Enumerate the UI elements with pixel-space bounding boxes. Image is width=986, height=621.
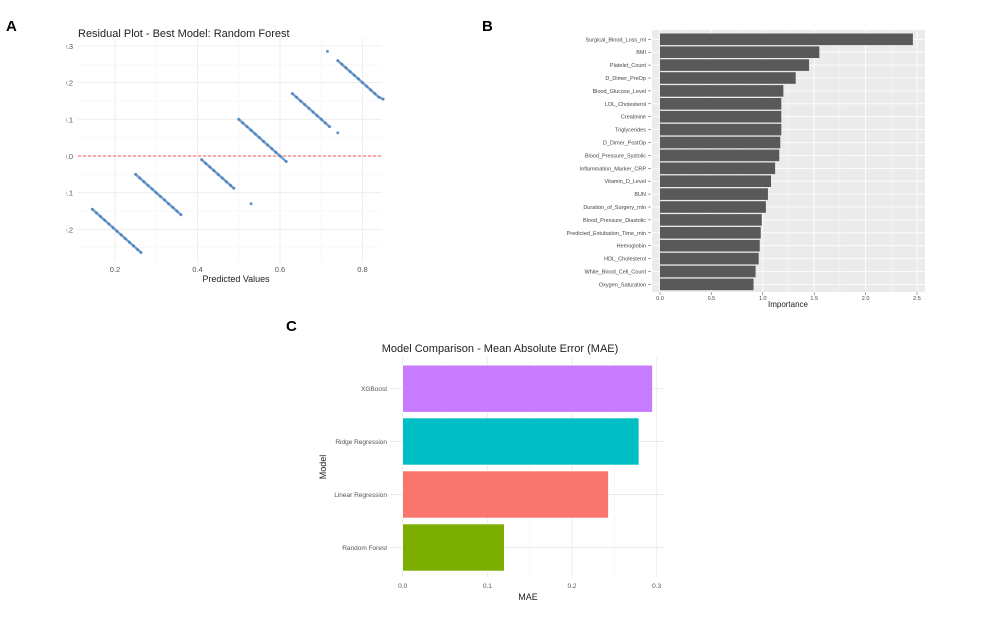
feature-label: Platelet_Count xyxy=(610,63,647,69)
residual-plot: Residual Plot - Best Model: Random Fores… xyxy=(60,28,385,284)
mae-bar xyxy=(402,364,653,413)
importance-xlabel: Importance xyxy=(768,300,809,309)
importance-bar xyxy=(660,33,913,46)
x-tick-label: 0.8 xyxy=(357,265,367,274)
feature-label: Triglycerides xyxy=(615,128,646,134)
importance-bar xyxy=(660,162,776,175)
residual-point-run xyxy=(229,184,236,190)
feature-label: Oxygen_Saturation xyxy=(599,282,646,288)
feature-label: BMI xyxy=(636,50,646,56)
y-tick-label: -0.1 xyxy=(60,189,73,198)
model-comparison-ylabel: Model xyxy=(318,455,328,480)
x-tick-label: 1.5 xyxy=(810,296,818,302)
feature-label: Surgical_Blood_Loss_ml xyxy=(585,37,646,43)
importance-bar xyxy=(660,227,761,239)
importance-bar xyxy=(660,59,810,71)
importance-bar xyxy=(660,149,780,162)
importance-bar xyxy=(660,265,756,278)
residual-point xyxy=(336,131,340,135)
model-label: XGBoost xyxy=(361,386,387,393)
feature-label: LDL_Cholesterol xyxy=(605,102,646,108)
importance-bar xyxy=(660,85,784,97)
importance-bar xyxy=(660,123,782,136)
importance-bar xyxy=(660,98,782,110)
x-tick-label: 0.3 xyxy=(652,583,661,590)
y-tick-labels: 0.3 0.2 0.1 0.0 -0.1 -0.2 xyxy=(60,42,73,234)
feature-label: Blood_Pressure_Systolic xyxy=(585,153,646,159)
residual-point-run xyxy=(136,248,143,254)
y-tick-label: 0.2 xyxy=(63,79,73,88)
feature-label: Blood_Pressure_Diastolic xyxy=(583,218,646,224)
residual-plot-title: Residual Plot - Best Model: Random Fores… xyxy=(78,28,290,40)
feature-label: Duration_of_Surgery_min xyxy=(583,205,646,211)
model-comparison-title: Model Comparison - Mean Absolute Error (… xyxy=(382,343,619,355)
x-tick-label: 0.2 xyxy=(568,583,577,590)
feature-label: HDL_Cholesterol xyxy=(604,257,646,263)
importance-bar xyxy=(660,136,781,149)
feature-label: D_Dimer_PostOp xyxy=(603,141,646,147)
residual-point-run xyxy=(377,96,385,101)
x-tick-label: 0.5 xyxy=(708,296,716,302)
feature-label: Predicted_Extubation_Time_min xyxy=(567,231,646,237)
importance-bar xyxy=(660,278,754,291)
x-tick-label: 0.6 xyxy=(275,265,285,274)
x-tick-label: 0.1 xyxy=(483,583,492,590)
residual-point-run xyxy=(324,121,331,128)
feature-label: Inflammation_Marker_CRP xyxy=(580,166,647,172)
model-label: Linear Regression xyxy=(334,492,387,499)
model-comparison-xlabel: MAE xyxy=(518,592,538,602)
mae-bar xyxy=(402,470,609,519)
y-tick-label: 0.3 xyxy=(63,42,73,51)
feature-importance-plot: Surgical_Blood_Loss_ml BMI Platelet_Count D… xyxy=(567,30,925,309)
importance-bar xyxy=(660,188,768,200)
panel-label-c: C xyxy=(286,318,297,335)
residual-point xyxy=(249,202,253,206)
feature-label: BUN xyxy=(634,192,646,198)
model-label: Ridge Regression xyxy=(335,439,387,446)
y-tick-label: 0.0 xyxy=(63,152,73,161)
panel-label-a: A xyxy=(6,18,17,35)
mae-bar xyxy=(402,523,505,572)
x-tick-label: 2.0 xyxy=(862,296,870,302)
residual-plot-xlabel: Predicted Values xyxy=(202,274,270,284)
feature-label: Creatinine xyxy=(621,115,646,121)
residual-point-run xyxy=(175,209,183,216)
importance-bar xyxy=(660,175,772,187)
importance-bar xyxy=(660,214,762,226)
model-comparison-plot: Model Comparison - Mean Absolute Error (… xyxy=(318,343,665,602)
x-tick-label: 0.0 xyxy=(656,296,664,302)
feature-label: Vitamin_D_Level xyxy=(605,179,646,185)
residual-point xyxy=(325,49,329,53)
importance-bar xyxy=(660,252,759,265)
x-tick-label: 0.0 xyxy=(398,583,407,590)
importance-bar xyxy=(660,110,782,123)
mae-bar xyxy=(402,417,640,466)
x-tick-label: 1.0 xyxy=(759,296,767,302)
feature-label: Hemoglobin xyxy=(617,244,646,250)
y-tick-label: -0.2 xyxy=(60,225,73,234)
importance-bar xyxy=(660,201,766,213)
feature-label: White_Blood_Cell_Count xyxy=(585,270,647,276)
feature-label: Blood_Glucose_Level xyxy=(592,89,646,95)
model-label: Random Forest xyxy=(342,545,387,552)
x-tick-label: 2.5 xyxy=(913,296,921,302)
importance-bar xyxy=(660,239,760,252)
x-tick-label: 0.4 xyxy=(192,265,202,274)
y-tick-label: 0.1 xyxy=(63,115,73,124)
importance-bar xyxy=(660,46,820,58)
importance-bar xyxy=(660,72,796,84)
x-tick-label: 0.2 xyxy=(110,265,120,274)
feature-label: D_Dimer_PreOp xyxy=(605,76,646,82)
residual-point-run xyxy=(278,154,288,163)
panel-label-b: B xyxy=(482,18,493,35)
